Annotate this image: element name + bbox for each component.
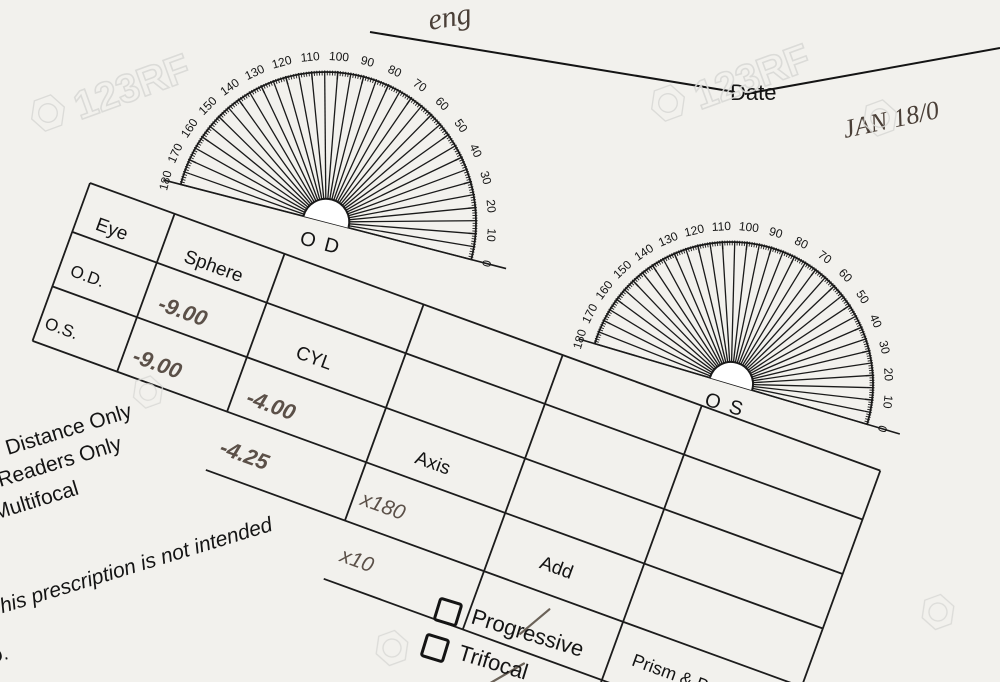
svg-text:30: 30 <box>477 169 494 186</box>
svg-text:40: 40 <box>867 312 885 330</box>
svg-text:160: 160 <box>593 278 616 303</box>
svg-text:-4.25: -4.25 <box>217 434 273 475</box>
svg-text:0: 0 <box>875 424 890 435</box>
svg-text:123RF: 123RF <box>68 46 196 128</box>
svg-text:60: 60 <box>836 266 856 286</box>
svg-text:10: 10 <box>484 228 499 243</box>
svg-text:130: 130 <box>243 62 267 83</box>
svg-text:170: 170 <box>579 301 601 325</box>
svg-text:80: 80 <box>792 234 810 253</box>
svg-text:180: 180 <box>156 169 175 192</box>
svg-text:130: 130 <box>656 229 680 250</box>
svg-text:CYL: CYL <box>293 342 335 374</box>
svg-text:x10: x10 <box>336 544 377 578</box>
svg-text:180: 180 <box>570 327 589 350</box>
svg-text:20: 20 <box>483 199 498 214</box>
svg-text:Sphere: Sphere <box>181 246 246 287</box>
svg-text:110: 110 <box>300 49 321 65</box>
svg-text:80: 80 <box>386 62 404 80</box>
svg-text:140: 140 <box>217 75 242 98</box>
svg-text:eng: eng <box>425 0 473 37</box>
svg-text:O.D.: O.D. <box>0 643 11 675</box>
svg-text:70: 70 <box>410 76 429 95</box>
svg-text:150: 150 <box>610 257 634 281</box>
svg-text:-4.00: -4.00 <box>243 385 299 426</box>
svg-text:Add: Add <box>537 553 576 584</box>
svg-text:20: 20 <box>881 367 896 382</box>
svg-text:110: 110 <box>711 219 731 234</box>
svg-text:150: 150 <box>196 93 220 117</box>
svg-text:Prism & Base: Prism & Base <box>629 650 738 682</box>
svg-text:160: 160 <box>178 116 201 141</box>
svg-text:123RF: 123RF <box>688 36 816 118</box>
svg-text:30: 30 <box>876 339 893 356</box>
svg-text:-9.00: -9.00 <box>155 291 211 332</box>
svg-text:140: 140 <box>632 241 657 264</box>
svg-text:60: 60 <box>433 94 453 114</box>
svg-text:50: 50 <box>853 287 872 306</box>
svg-text:This prescription is not inten: This prescription is not intended <box>0 513 276 622</box>
svg-text:Axis: Axis <box>412 448 453 480</box>
svg-text:O S: O S <box>702 389 747 422</box>
svg-text:-9.00: -9.00 <box>130 343 186 384</box>
svg-text:O D: O D <box>298 227 344 259</box>
svg-text:100: 100 <box>738 219 760 235</box>
svg-text:90: 90 <box>359 53 376 70</box>
svg-text:100: 100 <box>328 49 349 65</box>
svg-text:170: 170 <box>165 141 186 165</box>
svg-text:120: 120 <box>270 53 293 72</box>
svg-text:50: 50 <box>451 116 470 135</box>
svg-text:O.S.: O.S. <box>42 314 80 343</box>
svg-text:Trifocal: Trifocal <box>456 640 532 682</box>
svg-text:JAN 18/0: JAN 18/0 <box>840 95 941 144</box>
svg-text:40: 40 <box>466 142 485 160</box>
svg-text:x180: x180 <box>357 487 409 525</box>
svg-text:O.D.: O.D. <box>68 261 107 291</box>
svg-text:120: 120 <box>683 221 706 239</box>
svg-text:10: 10 <box>880 394 895 409</box>
svg-text:70: 70 <box>815 248 834 267</box>
svg-text:90: 90 <box>767 224 784 241</box>
svg-text:0: 0 <box>479 259 494 269</box>
